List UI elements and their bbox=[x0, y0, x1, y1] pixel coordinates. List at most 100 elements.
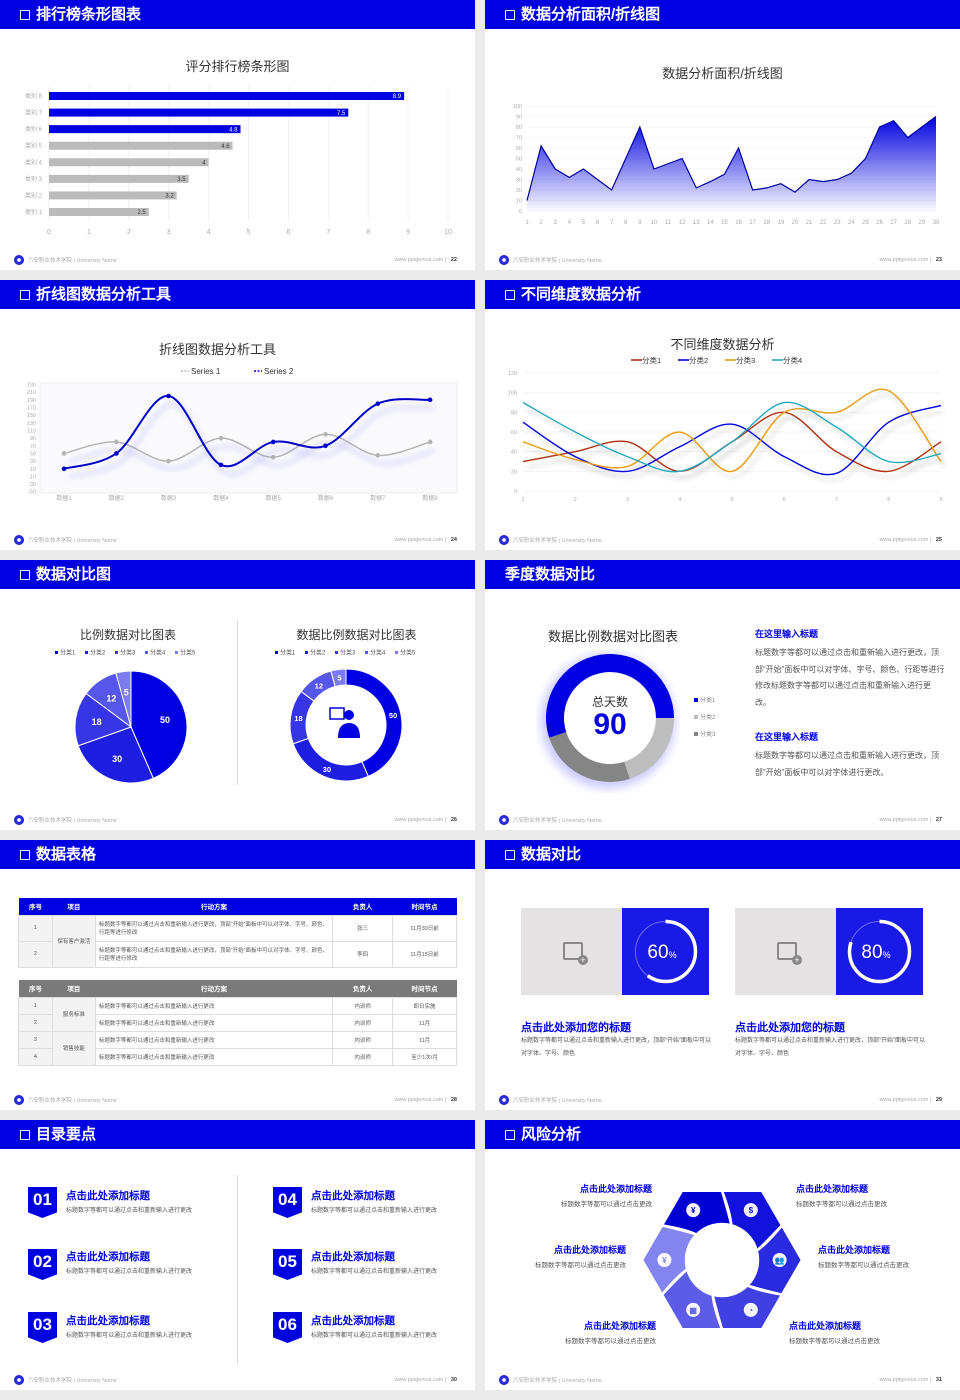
col-header: 项目 bbox=[67, 986, 81, 994]
footer-site[interactable]: www.pptgenius.com bbox=[879, 537, 929, 543]
legend-swatch bbox=[694, 698, 698, 702]
block-title[interactable]: 在这里输入标题 bbox=[755, 629, 819, 639]
category-label: 类别 6 bbox=[25, 125, 43, 133]
legend-swatch bbox=[115, 651, 118, 654]
slice-label: 12 bbox=[315, 681, 323, 690]
x-tick-label: 30 bbox=[933, 220, 940, 226]
footer-site[interactable]: www.pptgenius.com bbox=[394, 1377, 444, 1383]
progress-ring: 60% bbox=[633, 919, 698, 984]
item-title[interactable]: 点击此处添加标题 bbox=[66, 1251, 150, 1263]
money-bag-icon-glyph: ¥ bbox=[691, 1206, 696, 1215]
page-number: 24 bbox=[450, 537, 457, 543]
footer-site[interactable]: www.pptgenius.com bbox=[879, 817, 929, 823]
add-image-icon[interactable] bbox=[563, 942, 588, 965]
checkbox-square-icon bbox=[505, 289, 515, 300]
slide-header: 不同维度数据分析 bbox=[485, 280, 960, 309]
bar bbox=[49, 208, 149, 216]
data-point bbox=[114, 439, 119, 445]
add-image-icon[interactable] bbox=[777, 942, 802, 965]
x-tick-label: 2 bbox=[574, 497, 577, 503]
slide-title: 折线图数据分析工具 bbox=[36, 286, 172, 303]
risk-title[interactable]: 点击此处添加标题 bbox=[818, 1245, 891, 1255]
school-logo-icon bbox=[499, 1095, 509, 1105]
block-title[interactable]: 在这里输入标题 bbox=[755, 732, 819, 742]
table-row: 2 标题数字等都可以通过点击和重新输入进行更改 内训师 11月 bbox=[18, 1013, 457, 1032]
footer: 六安职业技术学院 | University Name www.pptgenius.… bbox=[499, 1374, 942, 1386]
footer: 六安职业技术学院 | University Name www.pptgenius.… bbox=[14, 1374, 457, 1386]
page-number: 25 bbox=[935, 537, 942, 543]
x-tick-label: 18 bbox=[763, 220, 770, 226]
slide-risk-analysis: 风险分析 ¥ $ 👥 ◔ ▦ ¥ 点击此处添加标题 标题数字等都可以通过点击更改 点击此处… bbox=[485, 1120, 960, 1390]
school-logo-icon bbox=[499, 255, 509, 265]
footer-site[interactable]: www.pptgenius.com bbox=[879, 257, 929, 263]
risk-text: 标题数字等都可以通过点击更改 bbox=[535, 1262, 626, 1269]
series-line bbox=[522, 401, 942, 473]
legend-label: 分类5 bbox=[180, 649, 196, 657]
risk-title[interactable]: 点击此处添加标题 bbox=[796, 1184, 869, 1194]
footer-site[interactable]: www.pptgenius.com bbox=[879, 1097, 929, 1103]
risk-title[interactable]: 点击此处添加标题 bbox=[553, 1245, 626, 1255]
footer-site[interactable]: www.pptgenius.com bbox=[879, 1377, 929, 1383]
slide-line-chart: 折线图数据分析工具 折线图数据分析工具 230 210 190 170 150 130 11… bbox=[0, 280, 475, 550]
series-shadow bbox=[526, 393, 947, 479]
item-title[interactable]: 点击此处添加标题 bbox=[311, 1190, 395, 1202]
school-logo-icon bbox=[14, 1375, 24, 1385]
checkbox-square-icon bbox=[505, 9, 515, 20]
x-tick-label: 7 bbox=[835, 497, 838, 503]
card-title[interactable]: 点击此处添加您的标题 bbox=[735, 1022, 845, 1034]
bar-value-label: 4.6 bbox=[221, 144, 230, 150]
risk-title[interactable]: 点击此处添加标题 bbox=[789, 1321, 862, 1331]
data-point bbox=[114, 451, 119, 456]
item-title[interactable]: 点击此处添加标题 bbox=[66, 1190, 150, 1202]
slide-title: 不同维度数据分析 bbox=[521, 286, 642, 303]
cell-action: 标题数字等都可以通过点击和重新输入进行更改 bbox=[94, 996, 334, 1015]
x-tick-label: 5 bbox=[247, 229, 251, 236]
footer-site[interactable]: www.pptgenius.com bbox=[394, 817, 444, 823]
image-placeholder[interactable] bbox=[735, 908, 836, 995]
col-header: 序号 bbox=[28, 904, 42, 912]
item-text: 标题数字等都可以通过点击和重新输入进行更改 bbox=[66, 1333, 193, 1339]
y-tick-label: 150 bbox=[27, 413, 36, 419]
risk-title[interactable]: 点击此处添加标题 bbox=[579, 1184, 652, 1194]
series-shadow bbox=[526, 406, 946, 480]
x-tick-label: 16 bbox=[735, 220, 742, 226]
x-tick-label: 3 bbox=[554, 220, 558, 226]
item-title[interactable]: 点击此处添加标题 bbox=[311, 1251, 395, 1263]
x-tick-label: 数据5 bbox=[266, 494, 282, 502]
slice-label: 5 bbox=[124, 688, 129, 698]
image-placeholder[interactable] bbox=[521, 908, 622, 995]
slide-title: 数据对比 bbox=[521, 846, 582, 863]
y-tick-label: 30 bbox=[30, 459, 36, 465]
footer-site[interactable]: www.pptgenius.com bbox=[394, 257, 444, 263]
money-bag-icon: ¥ bbox=[686, 1203, 701, 1218]
cell-no: 3 bbox=[18, 1030, 53, 1049]
item-title[interactable]: 点击此处添加标题 bbox=[66, 1315, 150, 1327]
bar bbox=[49, 174, 189, 183]
cell-group: 销售技能 bbox=[51, 1030, 96, 1066]
y-tick-label: 0 bbox=[514, 489, 517, 495]
cell-action: 标题数字等都可以通过点击和重新输入进行更改，顶部“开始”面板中可以对字体、字号、… bbox=[94, 940, 334, 968]
footer-site[interactable]: www.pptgenius.com bbox=[394, 1097, 444, 1103]
cell-owner: 内训师 bbox=[332, 996, 394, 1015]
cell-owner: 内训师 bbox=[332, 1047, 394, 1066]
x-tick-label: 数据1 bbox=[56, 494, 72, 502]
footer-site[interactable]: www.pptgenius.com bbox=[394, 537, 444, 543]
legend-swatch bbox=[55, 651, 58, 654]
y-tick-label: 90 bbox=[30, 436, 36, 442]
people-icon-glyph: 👥 bbox=[775, 1256, 785, 1265]
number-badge: 06 bbox=[273, 1312, 302, 1343]
x-tick-label: 10 bbox=[651, 220, 658, 226]
coins-icon-shape bbox=[743, 1203, 758, 1218]
slide-area-chart: 数据分析面积/折线图 数据分析面积/折线图 0 10 20 30 40 50 60 70 80 9… bbox=[485, 0, 960, 270]
body bbox=[338, 723, 360, 738]
cell-group: 保有客户激活 bbox=[51, 914, 96, 968]
card-title[interactable]: 点击此处添加您的标题 bbox=[521, 1022, 631, 1034]
checkbox-square-icon bbox=[20, 849, 30, 860]
footer-school: 六安职业技术学院 | University Name bbox=[513, 538, 602, 544]
item-title[interactable]: 点击此处添加标题 bbox=[311, 1315, 395, 1327]
y-tick-label: 10 bbox=[516, 199, 522, 205]
risk-title[interactable]: 点击此处添加标题 bbox=[583, 1321, 656, 1331]
slice-label: 30 bbox=[112, 754, 122, 764]
table-row: 4 标题数字等都可以通过点击和重新输入进行更改 内训师 至少1次/月 bbox=[18, 1047, 457, 1066]
